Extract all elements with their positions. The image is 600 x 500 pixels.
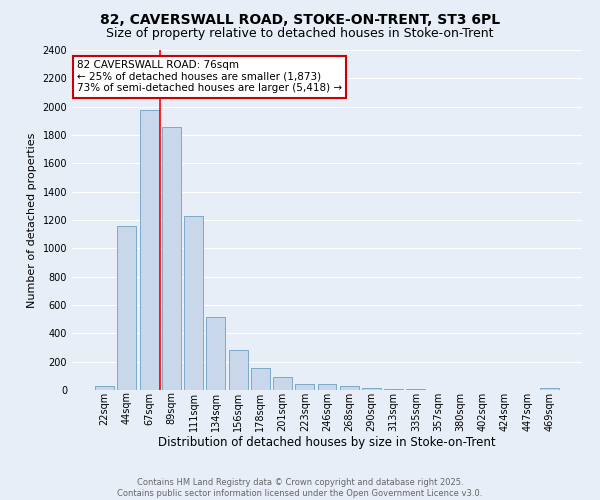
Bar (184, 216, 203, 390)
Bar (140, 110, 158, 390)
Bar (206, 317, 225, 390)
Bar (229, 350, 248, 390)
Text: Contains HM Land Registry data © Crown copyright and database right 2025.
Contai: Contains HM Land Registry data © Crown c… (118, 478, 482, 498)
Bar (340, 386, 359, 390)
Y-axis label: Number of detached properties: Number of detached properties (27, 132, 37, 308)
Bar (273, 376, 292, 390)
Bar (362, 388, 381, 390)
Bar (251, 368, 270, 390)
Bar (118, 226, 136, 390)
Text: 82, CAVERSWALL ROAD, STOKE-ON-TRENT, ST3 6PL: 82, CAVERSWALL ROAD, STOKE-ON-TRENT, ST3… (100, 12, 500, 26)
Bar (295, 384, 314, 390)
X-axis label: Distribution of detached houses by size in Stoke-on-Trent: Distribution of detached houses by size … (158, 436, 496, 450)
Bar (540, 388, 559, 390)
Bar (317, 384, 337, 390)
Text: Size of property relative to detached houses in Stoke-on-Trent: Size of property relative to detached ho… (106, 28, 494, 40)
Bar (162, 127, 181, 390)
Text: 82 CAVERSWALL ROAD: 76sqm
← 25% of detached houses are smaller (1,873)
73% of se: 82 CAVERSWALL ROAD: 76sqm ← 25% of detac… (77, 60, 342, 94)
Bar (95, 386, 114, 390)
